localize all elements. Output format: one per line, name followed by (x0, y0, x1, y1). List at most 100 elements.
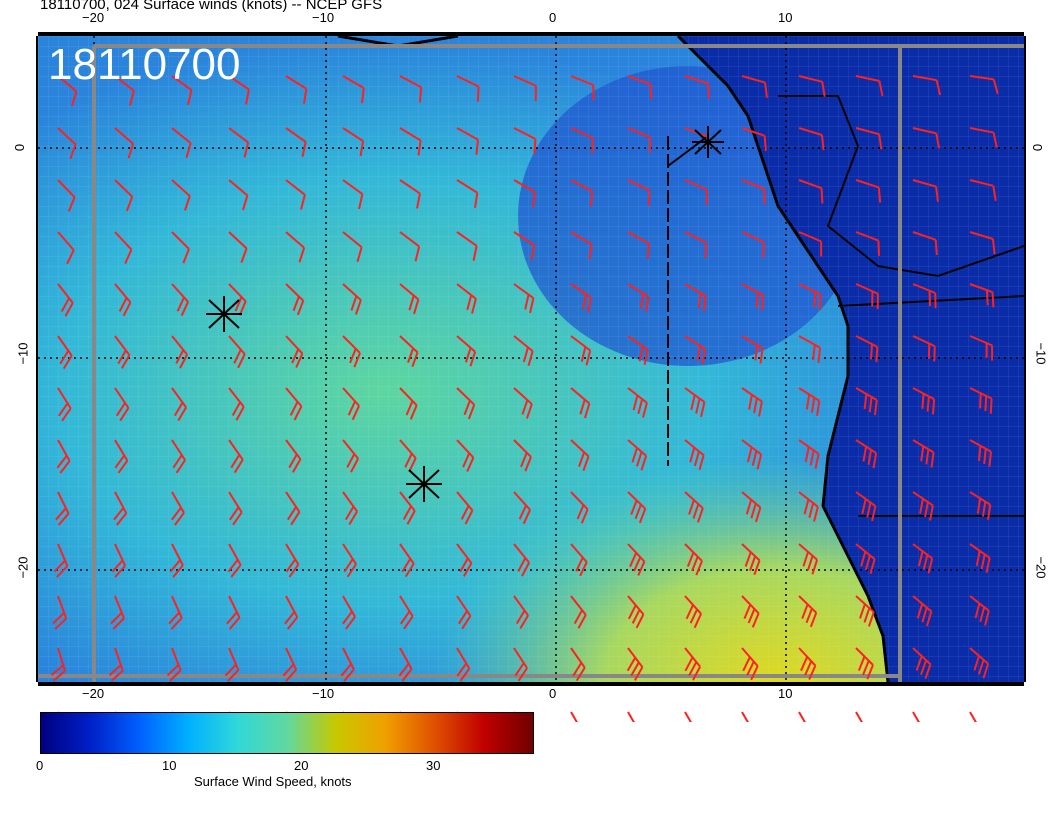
wind-barb (399, 179, 421, 209)
wind-barb (684, 387, 706, 418)
wind-barb (570, 439, 590, 472)
wind-barb (684, 179, 708, 206)
wind-barb (113, 491, 128, 526)
wind-barb (456, 127, 479, 155)
wind-barb (855, 595, 875, 627)
wind-barb (570, 647, 586, 682)
wind-barb (224, 647, 240, 682)
wind-barb (741, 179, 766, 205)
wind-barb (399, 387, 418, 420)
wind-barb (912, 543, 934, 574)
wind-barb (228, 335, 246, 369)
wind-barb (627, 543, 646, 576)
wind-barb (798, 335, 821, 363)
wind-barb (171, 179, 191, 211)
wind-barb (513, 179, 536, 208)
left-tick-label: −20 (15, 556, 31, 579)
colorbar-tick: 10 (162, 758, 177, 773)
wind-barb (513, 491, 531, 525)
wind-barb (741, 439, 763, 470)
right-tick-label: −10 (1033, 342, 1049, 365)
colorbar (40, 712, 534, 754)
wind-barb (798, 439, 820, 469)
wind-barb (912, 595, 933, 627)
wind-barb (285, 387, 303, 421)
wind-barb (570, 387, 591, 419)
wind-barb (114, 387, 130, 422)
wind-barb (627, 283, 650, 312)
wind-barb (399, 127, 422, 156)
wind-barb (684, 491, 704, 523)
wind-barb (171, 335, 188, 369)
wind-barb (114, 179, 134, 212)
wind-barb (56, 439, 71, 474)
wind-barb (108, 647, 124, 682)
wind-barb (227, 543, 242, 578)
wind-barb (228, 491, 243, 526)
wind-barb (912, 231, 938, 256)
top-tick-label: −10 (312, 10, 335, 25)
wind-barb (171, 231, 190, 264)
wind-barb (798, 387, 821, 416)
wind-barb (684, 75, 711, 99)
wind-barb (513, 439, 532, 472)
wind-barb (285, 439, 302, 473)
wind-barb (855, 711, 869, 722)
wind-barb (855, 439, 878, 469)
wind-barb (166, 647, 182, 682)
wind-barb (855, 231, 880, 256)
wind-barb (912, 75, 942, 96)
wind-barb (282, 647, 298, 682)
wind-barb (513, 283, 535, 314)
wind-barb (57, 127, 77, 160)
wind-barb (171, 283, 189, 317)
wind-barb (741, 335, 764, 364)
wind-barb (969, 387, 993, 414)
top-tick-label: −20 (82, 10, 105, 25)
wind-barb (684, 543, 703, 576)
wind-barb (570, 179, 594, 207)
wind-barb (798, 179, 824, 204)
wind-barb (456, 387, 476, 420)
wind-barb (969, 491, 992, 520)
wind-barb (340, 647, 355, 682)
wind-barb (855, 387, 878, 416)
wind-barb (285, 283, 305, 316)
wind-barb (798, 647, 817, 680)
wind-barb (285, 75, 308, 104)
wind-barb (168, 595, 183, 630)
wind-barb (456, 283, 477, 314)
asterisk-marker-icon (692, 126, 724, 158)
wind-barb (627, 711, 641, 722)
wind-barb (969, 127, 998, 148)
wind-barb (57, 387, 72, 422)
wind-barb (456, 543, 473, 577)
wind-barb (171, 127, 192, 159)
wind-barb (627, 335, 649, 365)
wind-barb (513, 75, 537, 102)
wind-barb (57, 283, 74, 317)
top-tick-label: 0 (549, 10, 557, 25)
wind-barb (912, 283, 937, 309)
wind-barb (399, 231, 421, 262)
wind-barb (855, 543, 876, 575)
wind-barb (684, 439, 705, 471)
wind-speed-field (38, 36, 1024, 682)
bottom-tick-label: −10 (312, 686, 335, 701)
wind-barb (228, 75, 250, 105)
wind-barb (171, 75, 193, 106)
wind-barb (969, 231, 996, 255)
wind-barb (798, 283, 822, 310)
wind-barb (57, 179, 76, 212)
wind-barb (798, 231, 823, 257)
wind-barb (456, 231, 478, 261)
wind-barb (513, 647, 528, 682)
wind-barb (969, 283, 995, 308)
wind-barb (456, 75, 480, 102)
wind-barb (798, 543, 819, 575)
wind-barb (285, 179, 306, 210)
wind-barb (110, 595, 125, 630)
wind-barb (627, 491, 647, 524)
wind-barb (912, 179, 939, 202)
wind-barb (627, 387, 648, 418)
